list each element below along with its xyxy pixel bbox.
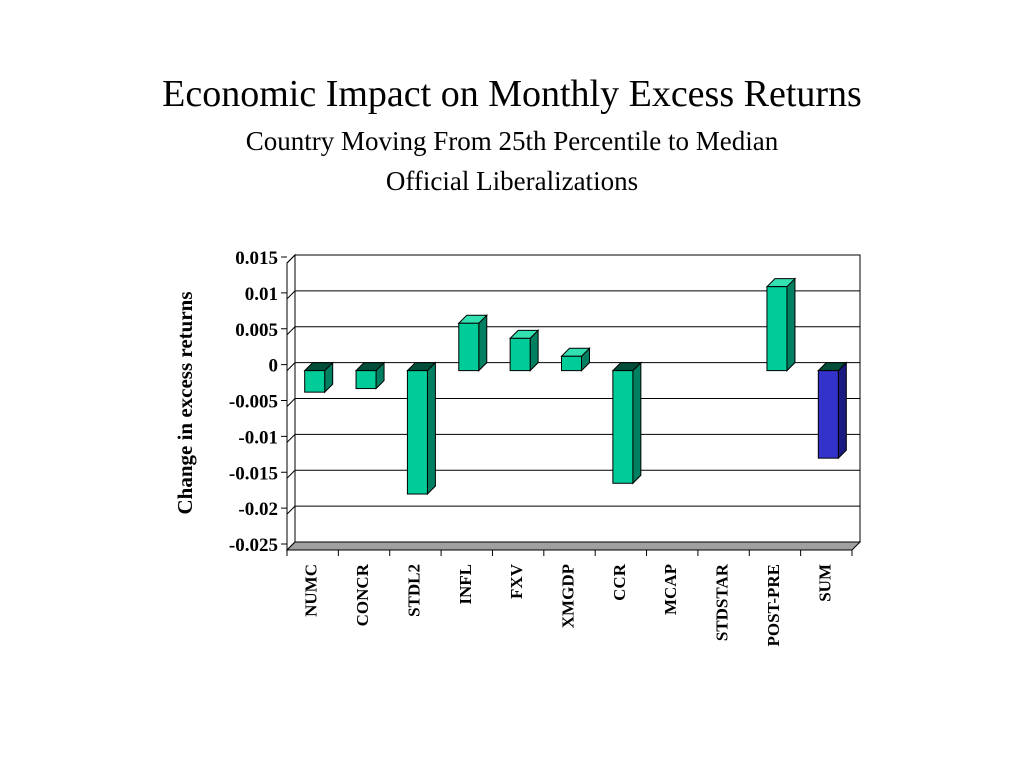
x-tick-label: STDSTAR [713, 563, 732, 641]
gridline-side [286, 469, 296, 479]
gridline-side [286, 254, 296, 264]
y-tick-label: 0.005 [235, 320, 278, 341]
bar-side [632, 361, 642, 485]
bar [304, 370, 326, 393]
x-tick-label: MCAP [661, 564, 680, 615]
x-tick-label: NUMC [302, 564, 321, 617]
gridline-side [286, 362, 296, 371]
plot-floor [285, 541, 862, 551]
bar [355, 370, 377, 390]
y-tick-label: -0.005 [229, 392, 278, 413]
x-tick-label: CONCR [353, 563, 372, 626]
slide-subtitle: Country Moving From 25th Percentile to M… [245, 126, 779, 156]
x-tick-label: INFL [456, 564, 475, 605]
bar-side [837, 361, 847, 460]
x-tick-label: SUM [815, 564, 834, 602]
y-tick-label: -0.025 [229, 535, 278, 556]
slide-title: Economic Impact on Monthly Excess Return… [162, 73, 862, 115]
bar-side [786, 277, 796, 372]
bar [561, 355, 582, 372]
gridline-side [286, 505, 296, 515]
x-tick-label: CCR [610, 563, 629, 601]
gridline-side [286, 326, 296, 336]
x-tick-label: XMGDP [559, 564, 578, 628]
y-tick-label: -0.015 [229, 463, 278, 484]
x-tick-label: POST-PRE [764, 564, 783, 647]
x-tick-label: STDL2 [404, 564, 423, 617]
y-tick-label: -0.01 [238, 427, 278, 448]
bar-side [426, 361, 436, 496]
y-tick-label: 0 [269, 356, 279, 377]
gridline-side [286, 434, 296, 443]
y-tick-label: 0.01 [245, 284, 278, 305]
y-tick-label: 0.015 [235, 248, 278, 269]
bar [612, 370, 634, 484]
x-tick-label: FXV [507, 563, 526, 599]
y-tick-label: -0.02 [238, 499, 278, 520]
bar [766, 286, 788, 372]
bar [406, 370, 428, 495]
bar [458, 322, 480, 372]
slide-subtitle-2: Official Liberalizations [385, 166, 639, 196]
y-axis-label: Change in excess returns [173, 291, 197, 514]
bar-side [478, 314, 488, 372]
bar [817, 370, 839, 459]
gridline-side [286, 398, 296, 407]
bar [509, 337, 531, 372]
gridline-side [286, 290, 296, 300]
